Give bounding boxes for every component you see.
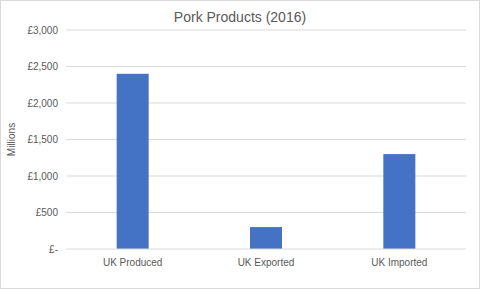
x-axis-line [66,249,466,250]
grid-line [66,30,466,31]
bars [117,74,416,249]
chart-container: Pork Products (2016) Millions £- £500 £1,000… [0,0,480,289]
y-tick-label: £1,000 [27,171,58,182]
y-tick-label: £2,000 [27,98,58,109]
y-tick-label: £1,500 [27,134,58,145]
y-tick-label: £2,500 [27,61,58,72]
y-tick-label: £3,000 [27,25,58,36]
grid-line [66,66,466,67]
y-tick-label: £500 [36,207,59,218]
x-tick-label: UK Imported [371,257,427,268]
bar [383,154,415,249]
chart-svg: Pork Products (2016) Millions £- £500 £1,000… [0,0,480,289]
x-tick-label: UK Produced [103,257,162,268]
bar [117,74,149,249]
y-axis-label: Millions [6,123,17,156]
y-tick-label: £- [49,244,58,255]
chart-title: Pork Products (2016) [174,9,306,25]
x-tick-label: UK Exported [238,257,295,268]
chart-border [1,1,480,289]
bar [250,227,282,249]
